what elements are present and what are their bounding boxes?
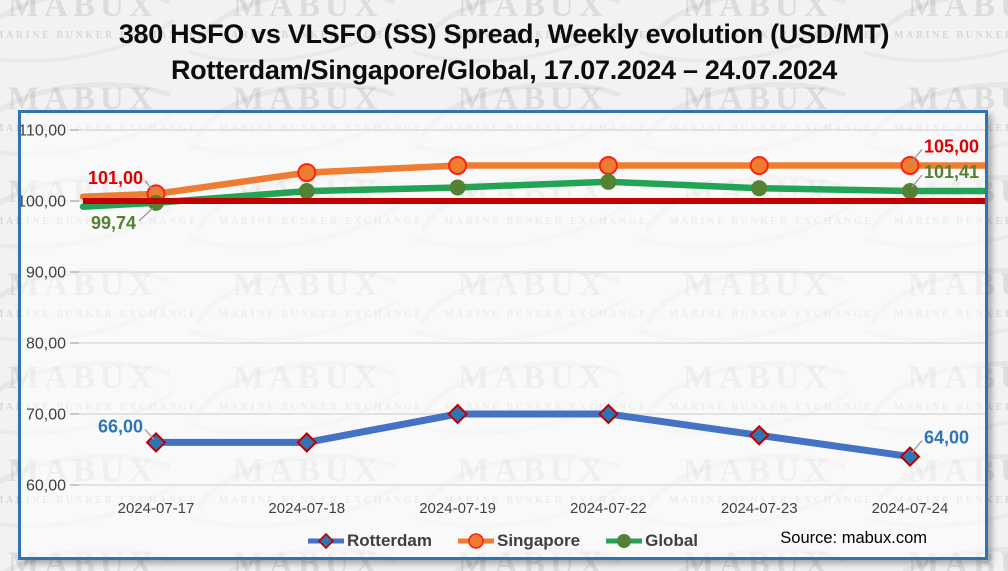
y-axis-label: 90,00 — [26, 265, 66, 282]
legend-marker-icon — [606, 534, 643, 548]
chart-plot: 110,00 100,00 90,00 80,00 70,00 60,00 2024-07-… — [21, 123, 985, 517]
legend-marker-icon — [457, 533, 494, 549]
y-axis-label: 100,00 — [21, 194, 66, 211]
annotation-leader — [911, 149, 923, 162]
data-point-rotterdam-2 — [447, 403, 469, 425]
annotation-leader — [138, 207, 154, 222]
y-axis-label: 80,00 — [26, 336, 66, 353]
legend-marker-icon — [307, 533, 344, 549]
data-point-rotterdam-5 — [899, 446, 921, 468]
data-point-singapore-4 — [749, 156, 769, 175]
chart-title-line1: 380 HSFO vs VLSFO (SS) Spread, Weekly ev… — [118, 19, 890, 49]
x-axis-label: 2024-07-17 — [118, 500, 195, 517]
data-label: 99,74 — [91, 213, 136, 233]
source-text: Source: mabux.com — [780, 529, 927, 547]
x-axis-label: 2024-07-19 — [419, 500, 496, 517]
data-point-rotterdam-0 — [145, 431, 167, 453]
data-label: 64,00 — [924, 428, 969, 448]
data-point-singapore-5 — [900, 156, 920, 175]
series-line-rotterdam — [152, 410, 914, 461]
data-point-global-4 — [751, 180, 768, 197]
data-point-global-2 — [449, 179, 466, 196]
annotation-leader — [144, 180, 155, 192]
annotation-leader — [911, 440, 923, 454]
data-label: 66,00 — [98, 416, 143, 436]
data-point-singapore-2 — [448, 156, 468, 175]
y-axis-label: 60,00 — [26, 478, 66, 495]
x-axis-label: 2024-07-22 — [570, 500, 647, 517]
data-point-global-3 — [600, 173, 617, 190]
legend-item-rotterdam: Rotterdam — [307, 531, 432, 551]
legend-item-global: Global — [606, 531, 698, 551]
legend-label: Rotterdam — [346, 531, 432, 550]
chart-title: 380 HSFO vs VLSFO (SS) Spread, Weekly ev… — [0, 16, 1008, 88]
x-axis-label: 2024-07-18 — [268, 500, 345, 517]
data-label: 101,41 — [924, 162, 979, 182]
x-axis-label: 2024-07-24 — [872, 500, 949, 517]
data-label: 101,00 — [88, 168, 143, 188]
annotation-leader — [144, 428, 155, 440]
data-point-rotterdam-1 — [296, 431, 318, 453]
legend-label: Global — [645, 531, 699, 550]
chart-legend: Rotterdam Singapore Global — [21, 531, 985, 551]
data-point-rotterdam-4 — [748, 424, 770, 446]
legend-item-singapore: Singapore — [457, 531, 581, 551]
annotation-leader — [911, 174, 923, 188]
legend-label: Singapore — [496, 531, 581, 550]
data-point-global-5 — [902, 182, 918, 199]
chart-panel: 110,00 100,00 90,00 80,00 70,00 60,00 2024-07-… — [18, 110, 988, 560]
data-point-singapore-1 — [297, 163, 317, 183]
data-point-rotterdam-3 — [597, 403, 619, 425]
data-point-global-1 — [298, 183, 315, 200]
data-label: 105,00 — [924, 137, 979, 157]
x-axis-label: 2024-07-23 — [721, 500, 798, 517]
chart-title-line2: Rotterdam/Singapore/Global, 17.07.2024 –… — [170, 55, 838, 85]
series-line-singapore — [79, 162, 985, 200]
data-point-singapore-3 — [598, 156, 618, 175]
y-axis-label: 70,00 — [26, 407, 66, 424]
y-axis-label: 110,00 — [21, 123, 66, 140]
